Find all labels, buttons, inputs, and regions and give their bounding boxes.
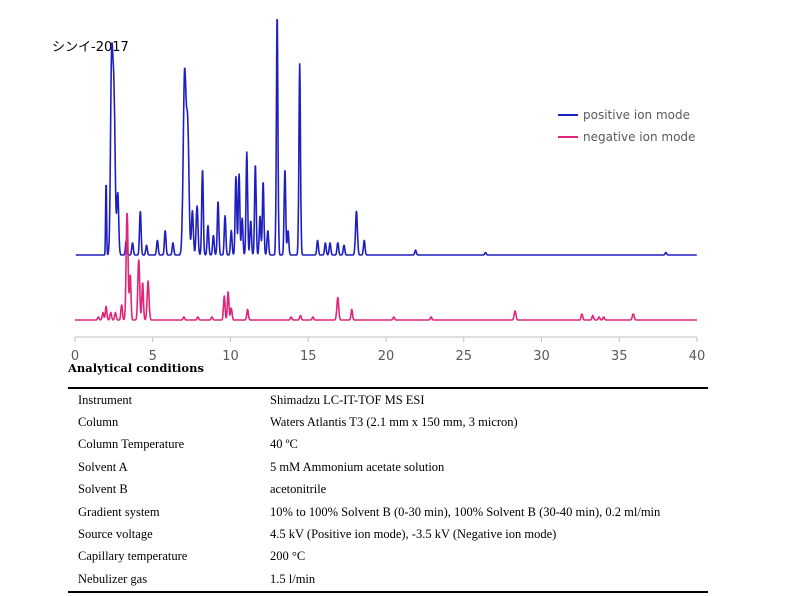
condition-value: 1.5 l/min bbox=[270, 571, 316, 586]
condition-value: 10% to 100% Solvent B (0-30 min), 100% S… bbox=[270, 504, 661, 519]
condition-key: Solvent A bbox=[78, 459, 128, 474]
table-row: Solvent A 5 mM Ammonium acetate solution bbox=[68, 456, 708, 478]
condition-value: 40 ºC bbox=[270, 437, 298, 452]
condition-key: Column Temperature bbox=[78, 437, 185, 452]
table-row: Capillary temperature 200 °C bbox=[68, 546, 708, 568]
chromatogram-traces bbox=[74, 18, 698, 321]
series-line-positive bbox=[75, 18, 698, 256]
x-tick-label: 0 bbox=[71, 349, 79, 364]
condition-key: Gradient system bbox=[78, 504, 160, 519]
condition-key: Column bbox=[78, 415, 119, 430]
x-tick-label: 10 bbox=[222, 349, 239, 364]
condition-value: Shimadzu LC-IT-TOF MS ESI bbox=[270, 392, 425, 407]
legend-label: negative ion mode bbox=[583, 130, 695, 144]
condition-key: Source voltage bbox=[78, 527, 153, 542]
condition-key: Capillary temperature bbox=[78, 549, 188, 564]
x-tick-label: 5 bbox=[149, 349, 157, 364]
legend-label: positive ion mode bbox=[583, 108, 690, 122]
x-tick-label: 30 bbox=[533, 349, 550, 364]
condition-key: Nebulizer gas bbox=[78, 571, 148, 586]
legend: positive ion mode negative ion mode bbox=[558, 108, 695, 144]
x-tick-label: 15 bbox=[300, 349, 317, 364]
x-tick-label: 35 bbox=[611, 349, 628, 364]
x-tick-label: 40 bbox=[689, 349, 706, 364]
condition-value: acetonitrile bbox=[270, 482, 327, 497]
table-row: Instrument Shimadzu LC-IT-TOF MS ESI bbox=[68, 388, 708, 411]
condition-key: Instrument bbox=[78, 392, 133, 407]
condition-value: 4.5 kV (Positive ion mode), -3.5 kV (Neg… bbox=[270, 527, 557, 542]
conditions-table: Instrument Shimadzu LC-IT-TOF MS ESI Colum… bbox=[68, 387, 708, 593]
x-axis-ticks: 0 5 10 15 20 25 30 35 40 bbox=[71, 337, 705, 364]
table-row: Solvent B acetonitrile bbox=[68, 479, 708, 501]
table-row: Column Temperature 40 ºC bbox=[68, 434, 708, 456]
series-line-negative bbox=[74, 212, 698, 321]
condition-value: Waters Atlantis T3 (2.1 mm x 150 mm, 3 m… bbox=[270, 415, 518, 430]
chromatogram-chart: シンイ-2017 0 5 10 15 20 25 30 35 40 positive ion m… bbox=[52, 18, 705, 364]
sample-label: シンイ-2017 bbox=[52, 40, 129, 55]
conditions-title: Analytical conditions bbox=[68, 361, 204, 375]
table-row: Source voltage 4.5 kV (Positive ion mode)… bbox=[68, 523, 708, 545]
condition-key: Solvent B bbox=[78, 482, 128, 497]
table-row: Nebulizer gas 1.5 l/min bbox=[68, 568, 708, 591]
condition-value: 5 mM Ammonium acetate solution bbox=[270, 459, 445, 474]
x-tick-label: 25 bbox=[455, 349, 472, 364]
condition-value: 200 °C bbox=[270, 549, 306, 564]
table-row: Gradient system 10% to 100% Solvent B (0-… bbox=[68, 501, 708, 523]
table-row: Column Waters Atlantis T3 (2.1 mm x 150 m… bbox=[68, 411, 708, 433]
x-tick-label: 20 bbox=[378, 349, 395, 364]
